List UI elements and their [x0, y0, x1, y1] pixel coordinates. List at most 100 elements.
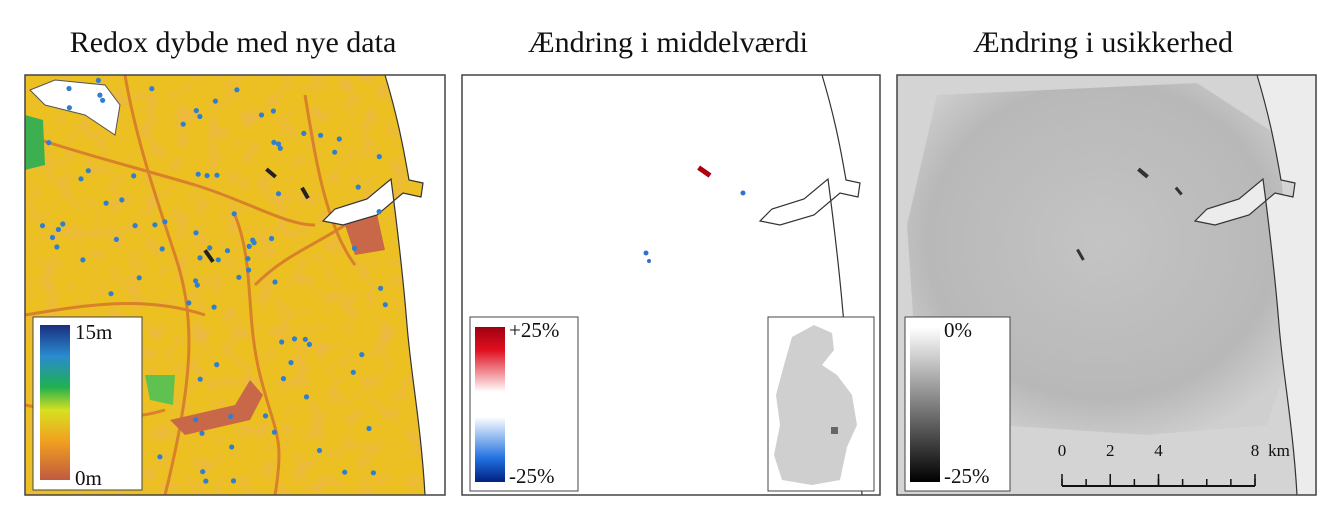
well-dot: [197, 255, 202, 260]
legend-min: -25%: [944, 464, 990, 488]
well-dot: [383, 302, 388, 307]
scale-label: 4: [1154, 441, 1163, 460]
well-dot: [194, 108, 199, 113]
scale-unit: km: [1268, 441, 1290, 460]
well-dot: [232, 211, 237, 216]
well-dot: [307, 342, 312, 347]
well-dot: [114, 237, 119, 242]
change-marker: [644, 251, 649, 256]
well-dot: [352, 246, 357, 251]
well-dot: [250, 238, 255, 243]
change-marker: [741, 191, 746, 196]
well-dot: [80, 257, 85, 262]
well-dot: [304, 394, 309, 399]
well-dot: [97, 93, 102, 98]
legend-max: +25%: [509, 318, 559, 342]
legend-min: 0m: [75, 466, 102, 490]
map-panel: 15m 0m: [25, 75, 445, 495]
page: {"panels":[{"title":"Redox dybde med nye…: [0, 0, 1321, 513]
well-dot: [281, 376, 286, 381]
legend-min: -25%: [509, 464, 555, 488]
colorbar: [910, 327, 940, 482]
well-dot: [56, 227, 61, 232]
change-marker: [647, 259, 651, 263]
panel-title: Ændring i usikkerhed: [973, 26, 1233, 59]
well-dot: [157, 454, 162, 459]
well-dot: [229, 444, 234, 449]
well-dot: [197, 114, 202, 119]
well-dot: [272, 430, 277, 435]
well-dot: [292, 336, 297, 341]
well-dot: [181, 122, 186, 127]
well-dot: [119, 197, 124, 202]
well-dot: [205, 173, 210, 178]
well-dot: [377, 209, 382, 214]
well-dot: [96, 78, 101, 83]
inset-location: [831, 427, 838, 434]
well-dot: [247, 244, 252, 249]
well-dot: [366, 426, 371, 431]
well-dot: [271, 108, 276, 113]
panel-title: Redox dybde med nye data: [70, 26, 397, 59]
well-dot: [236, 275, 241, 280]
well-dot: [279, 339, 284, 344]
scale-label: 2: [1106, 441, 1115, 460]
well-dot: [131, 173, 136, 178]
well-dot: [303, 337, 308, 342]
well-dot: [317, 448, 322, 453]
scale-label: 8: [1251, 441, 1260, 460]
well-dot: [86, 168, 91, 173]
legend-max: 15m: [75, 320, 112, 344]
well-dot: [216, 257, 221, 262]
well-dot: [78, 176, 83, 181]
map-panel: 0% -25%: [897, 75, 1317, 495]
well-dot: [246, 267, 251, 272]
well-dot: [207, 245, 212, 250]
colorbar: [475, 327, 505, 482]
well-dot: [272, 279, 277, 284]
well-dot: [152, 222, 157, 227]
well-dot: [351, 370, 356, 375]
well-dot: [193, 230, 198, 235]
well-dot: [359, 352, 364, 357]
well-dot: [54, 244, 59, 249]
well-dot: [160, 246, 165, 251]
well-dot: [60, 221, 65, 226]
well-dot: [133, 223, 138, 228]
well-dot: [278, 146, 283, 151]
well-dot: [288, 360, 293, 365]
well-dot: [199, 431, 204, 436]
well-dot: [67, 105, 72, 110]
well-dot: [259, 112, 264, 117]
well-dot: [137, 275, 142, 280]
well-dot: [40, 223, 45, 228]
well-dot: [318, 133, 323, 138]
well-dot: [193, 278, 198, 283]
well-dot: [196, 172, 201, 177]
well-dot: [245, 256, 250, 261]
well-dot: [100, 98, 105, 103]
well-dot: [332, 150, 337, 155]
well-dot: [263, 413, 268, 418]
well-dot: [50, 235, 55, 240]
legend-max: 0%: [944, 318, 972, 342]
well-dot: [149, 86, 154, 91]
well-dot: [371, 470, 376, 475]
figure: Redox dybde med nye data Ændring i midde…: [0, 0, 1321, 513]
well-dot: [200, 469, 205, 474]
well-dot: [276, 191, 281, 196]
well-dot: [214, 362, 219, 367]
well-dot: [337, 136, 342, 141]
well-dot: [269, 236, 274, 241]
well-dot: [225, 248, 230, 253]
well-dot: [213, 99, 218, 104]
well-dot: [356, 185, 361, 190]
well-dot: [231, 478, 236, 483]
well-dot: [193, 417, 198, 422]
well-dot: [162, 219, 167, 224]
well-dot: [212, 305, 217, 310]
well-dot: [228, 414, 233, 419]
well-dot: [66, 86, 71, 91]
well-dot: [234, 87, 239, 92]
scale-label: 0: [1058, 441, 1067, 460]
